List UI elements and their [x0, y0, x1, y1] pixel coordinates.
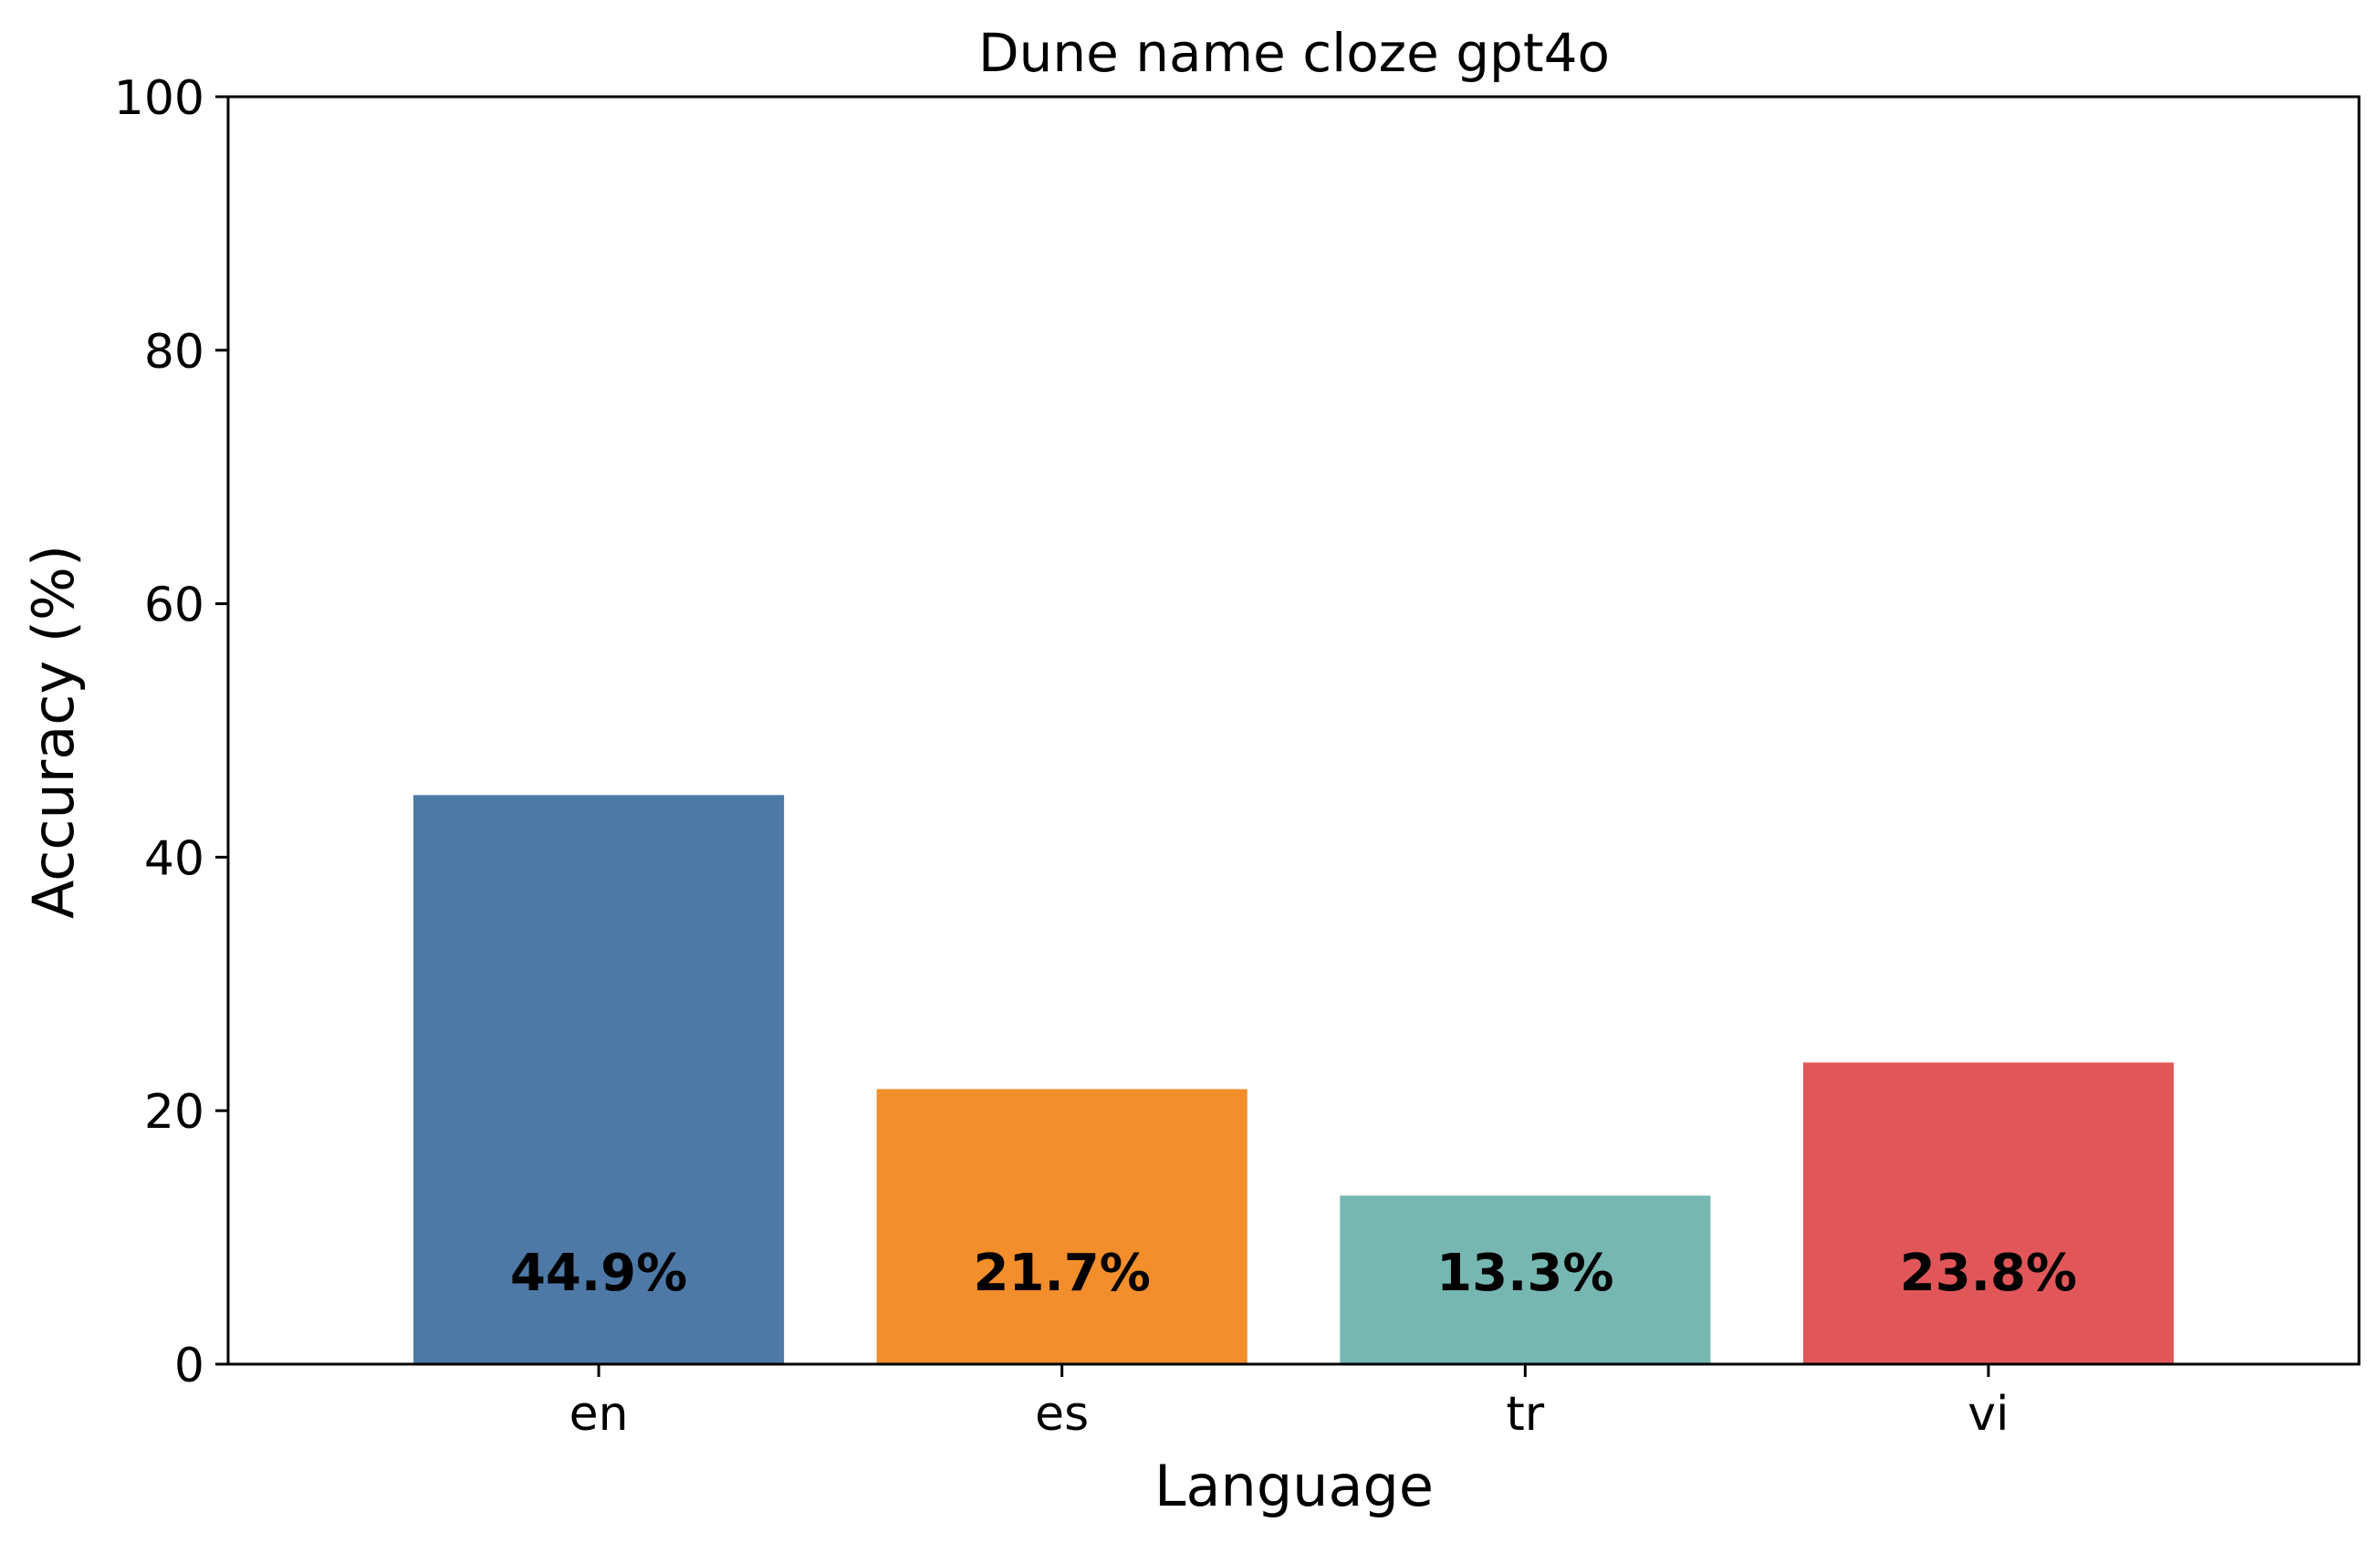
x-tick-label-tr: tr [1506, 1387, 1544, 1442]
x-tick-label-es: es [1035, 1387, 1089, 1442]
plot-area-frame [226, 95, 2361, 1366]
y-tick-label-20: 20 [144, 1085, 204, 1140]
bar-labels-group: 44.9% 21.7% 13.3% 23.8% [510, 1244, 2077, 1303]
y-tick-label-60: 60 [144, 579, 204, 633]
x-axis-ticks: en es tr vi [569, 1364, 2009, 1442]
bar-tr [1340, 1195, 1711, 1364]
y-axis-ticks: 0 20 40 60 80 100 [114, 71, 228, 1393]
bars-group [413, 795, 2174, 1364]
y-tick-label-80: 80 [144, 325, 204, 380]
x-tick-label-en: en [569, 1387, 629, 1442]
bar-value-label-vi: 23.8% [1900, 1244, 2077, 1303]
x-tick-label-vi: vi [1968, 1387, 2009, 1442]
bar-value-label-es: 21.7% [974, 1244, 1151, 1303]
bar-value-label-tr: 13.3% [1436, 1244, 1613, 1303]
chart-title: Dune name cloze gpt4o [978, 22, 1610, 84]
y-tick-label-40: 40 [144, 831, 204, 886]
x-axis-label: Language [1154, 1453, 1434, 1519]
y-tick-label-0: 0 [174, 1339, 204, 1393]
bar-es [876, 1089, 1247, 1364]
y-tick-label-100: 100 [114, 71, 204, 126]
y-axis-label: Accuracy (%) [20, 545, 87, 919]
bar-vi [1802, 1062, 2174, 1364]
bar-value-label-en: 44.9% [510, 1244, 687, 1303]
bar-en [413, 795, 785, 1364]
